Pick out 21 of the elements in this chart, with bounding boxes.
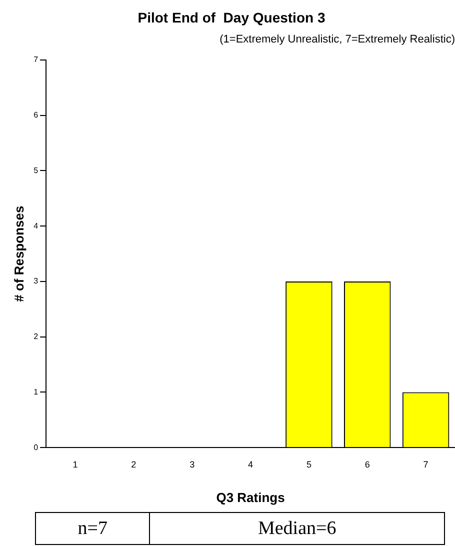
x-tick-label: 1 [72,459,78,470]
y-axis-title: # of Responses [11,206,26,302]
y-tick-label: 5 [34,166,39,175]
x-tick-label: 2 [131,459,136,470]
y-tick-label: 6 [34,110,39,120]
y-tick-label: 0 [34,442,39,452]
x-tick-label: 6 [364,459,370,470]
y-tick-label: 2 [34,332,39,342]
x-tick-label: 7 [423,459,428,470]
y-tick-label: 1 [34,387,39,396]
text: n=7 [36,512,150,544]
chart-title: Pilot End of Day Question 3 [138,9,326,26]
y-tick-label: 7 [34,55,39,64]
chart-subtitle: (1=Extremely Unrealistic, 7=Extremely Realistic) [220,33,455,46]
text: Median=6 [150,512,444,544]
x-axis-title: Q3 Ratings [216,490,285,505]
x-tick-label: 3 [190,459,195,470]
x-tick-label: 5 [306,459,312,470]
y-tick-label: 4 [34,221,39,230]
y-tick-label: 3 [34,276,39,286]
x-tick-label: 4 [248,459,254,470]
